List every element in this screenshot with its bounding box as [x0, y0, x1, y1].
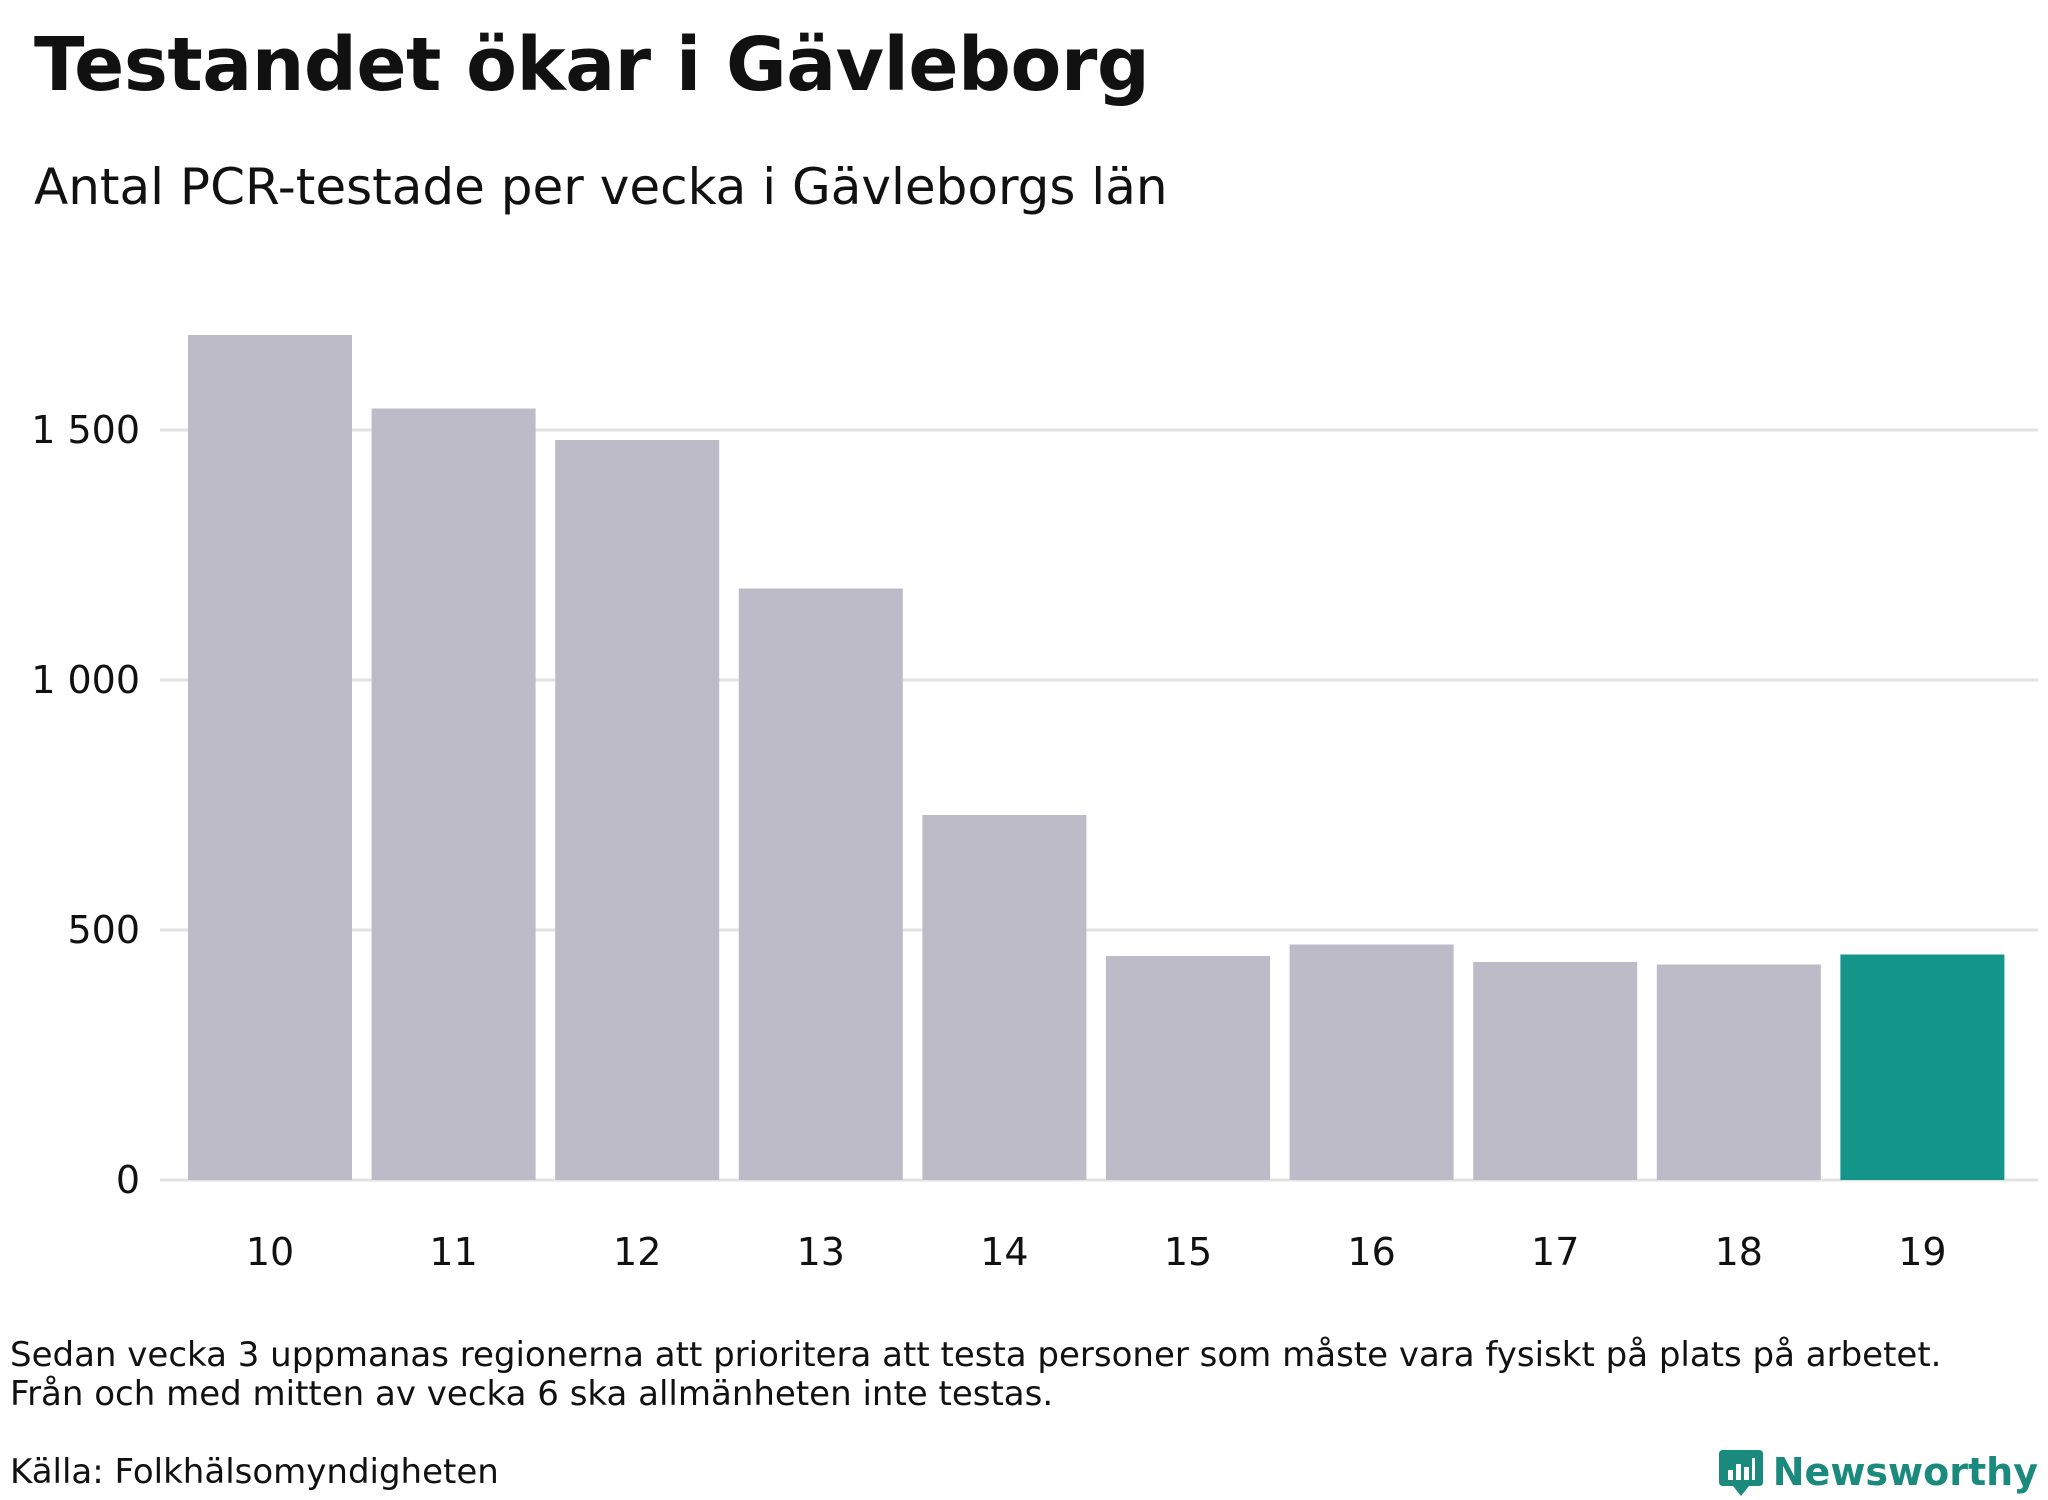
bar-week-12	[555, 440, 720, 1180]
brand-name: Newsworthy	[1772, 1450, 2038, 1494]
bar-week-14	[922, 815, 1087, 1180]
bar-week-18	[1656, 964, 1821, 1180]
x-tick-label: 11	[429, 1230, 477, 1274]
note-line-1: Sedan vecka 3 uppmanas regionerna att pr…	[10, 1335, 1942, 1375]
bar-chart: 0 500 1 000 1 500 10 11 12 13 14 15 16 17 18 19	[31, 335, 2038, 1274]
x-tick-label: 13	[797, 1230, 845, 1274]
x-tick-label: 12	[613, 1230, 661, 1274]
y-tick-label: 1 500	[31, 408, 140, 452]
bar-chart-icon	[1718, 1450, 1763, 1496]
y-tick-label: 1 000	[31, 658, 140, 702]
y-axis-ticks: 0 500 1 000 1 500	[31, 408, 140, 1202]
source-text: Källa: Folkhälsomyndigheten	[10, 1452, 499, 1492]
bar-week-11	[371, 408, 536, 1180]
x-tick-label: 15	[1164, 1230, 1212, 1274]
note-line-2: Från och med mitten av vecka 6 ska allmä…	[10, 1374, 1054, 1414]
x-tick-label: 18	[1715, 1230, 1763, 1274]
bar-week-10	[188, 335, 352, 1180]
bar-week-16	[1289, 944, 1454, 1180]
bar-week-13	[738, 588, 903, 1180]
bar-week-19	[1840, 954, 2005, 1180]
y-tick-label: 500	[67, 908, 140, 952]
x-tick-label: 17	[1531, 1230, 1579, 1274]
brand-logo: Newsworthy	[1718, 1446, 2038, 1498]
chart-note: Sedan vecka 3 uppmanas regionerna att pr…	[10, 1336, 1941, 1414]
x-tick-label: 14	[980, 1230, 1028, 1274]
bar-week-17	[1473, 962, 1638, 1180]
x-axis-ticks: 10 11 12 13 14 15 16 17 18 19	[246, 1230, 1947, 1274]
x-tick-label: 16	[1347, 1230, 1395, 1274]
x-tick-label: 10	[246, 1230, 294, 1274]
chart-title: Testandet ökar i Gävleborg	[34, 22, 1150, 108]
chart-subtitle: Antal PCR-testade per vecka i Gävleborgs…	[34, 158, 1168, 216]
bars	[188, 335, 2005, 1180]
x-tick-label: 19	[1898, 1230, 1946, 1274]
bar-week-15	[1106, 956, 1270, 1180]
y-tick-label: 0	[116, 1158, 140, 1202]
